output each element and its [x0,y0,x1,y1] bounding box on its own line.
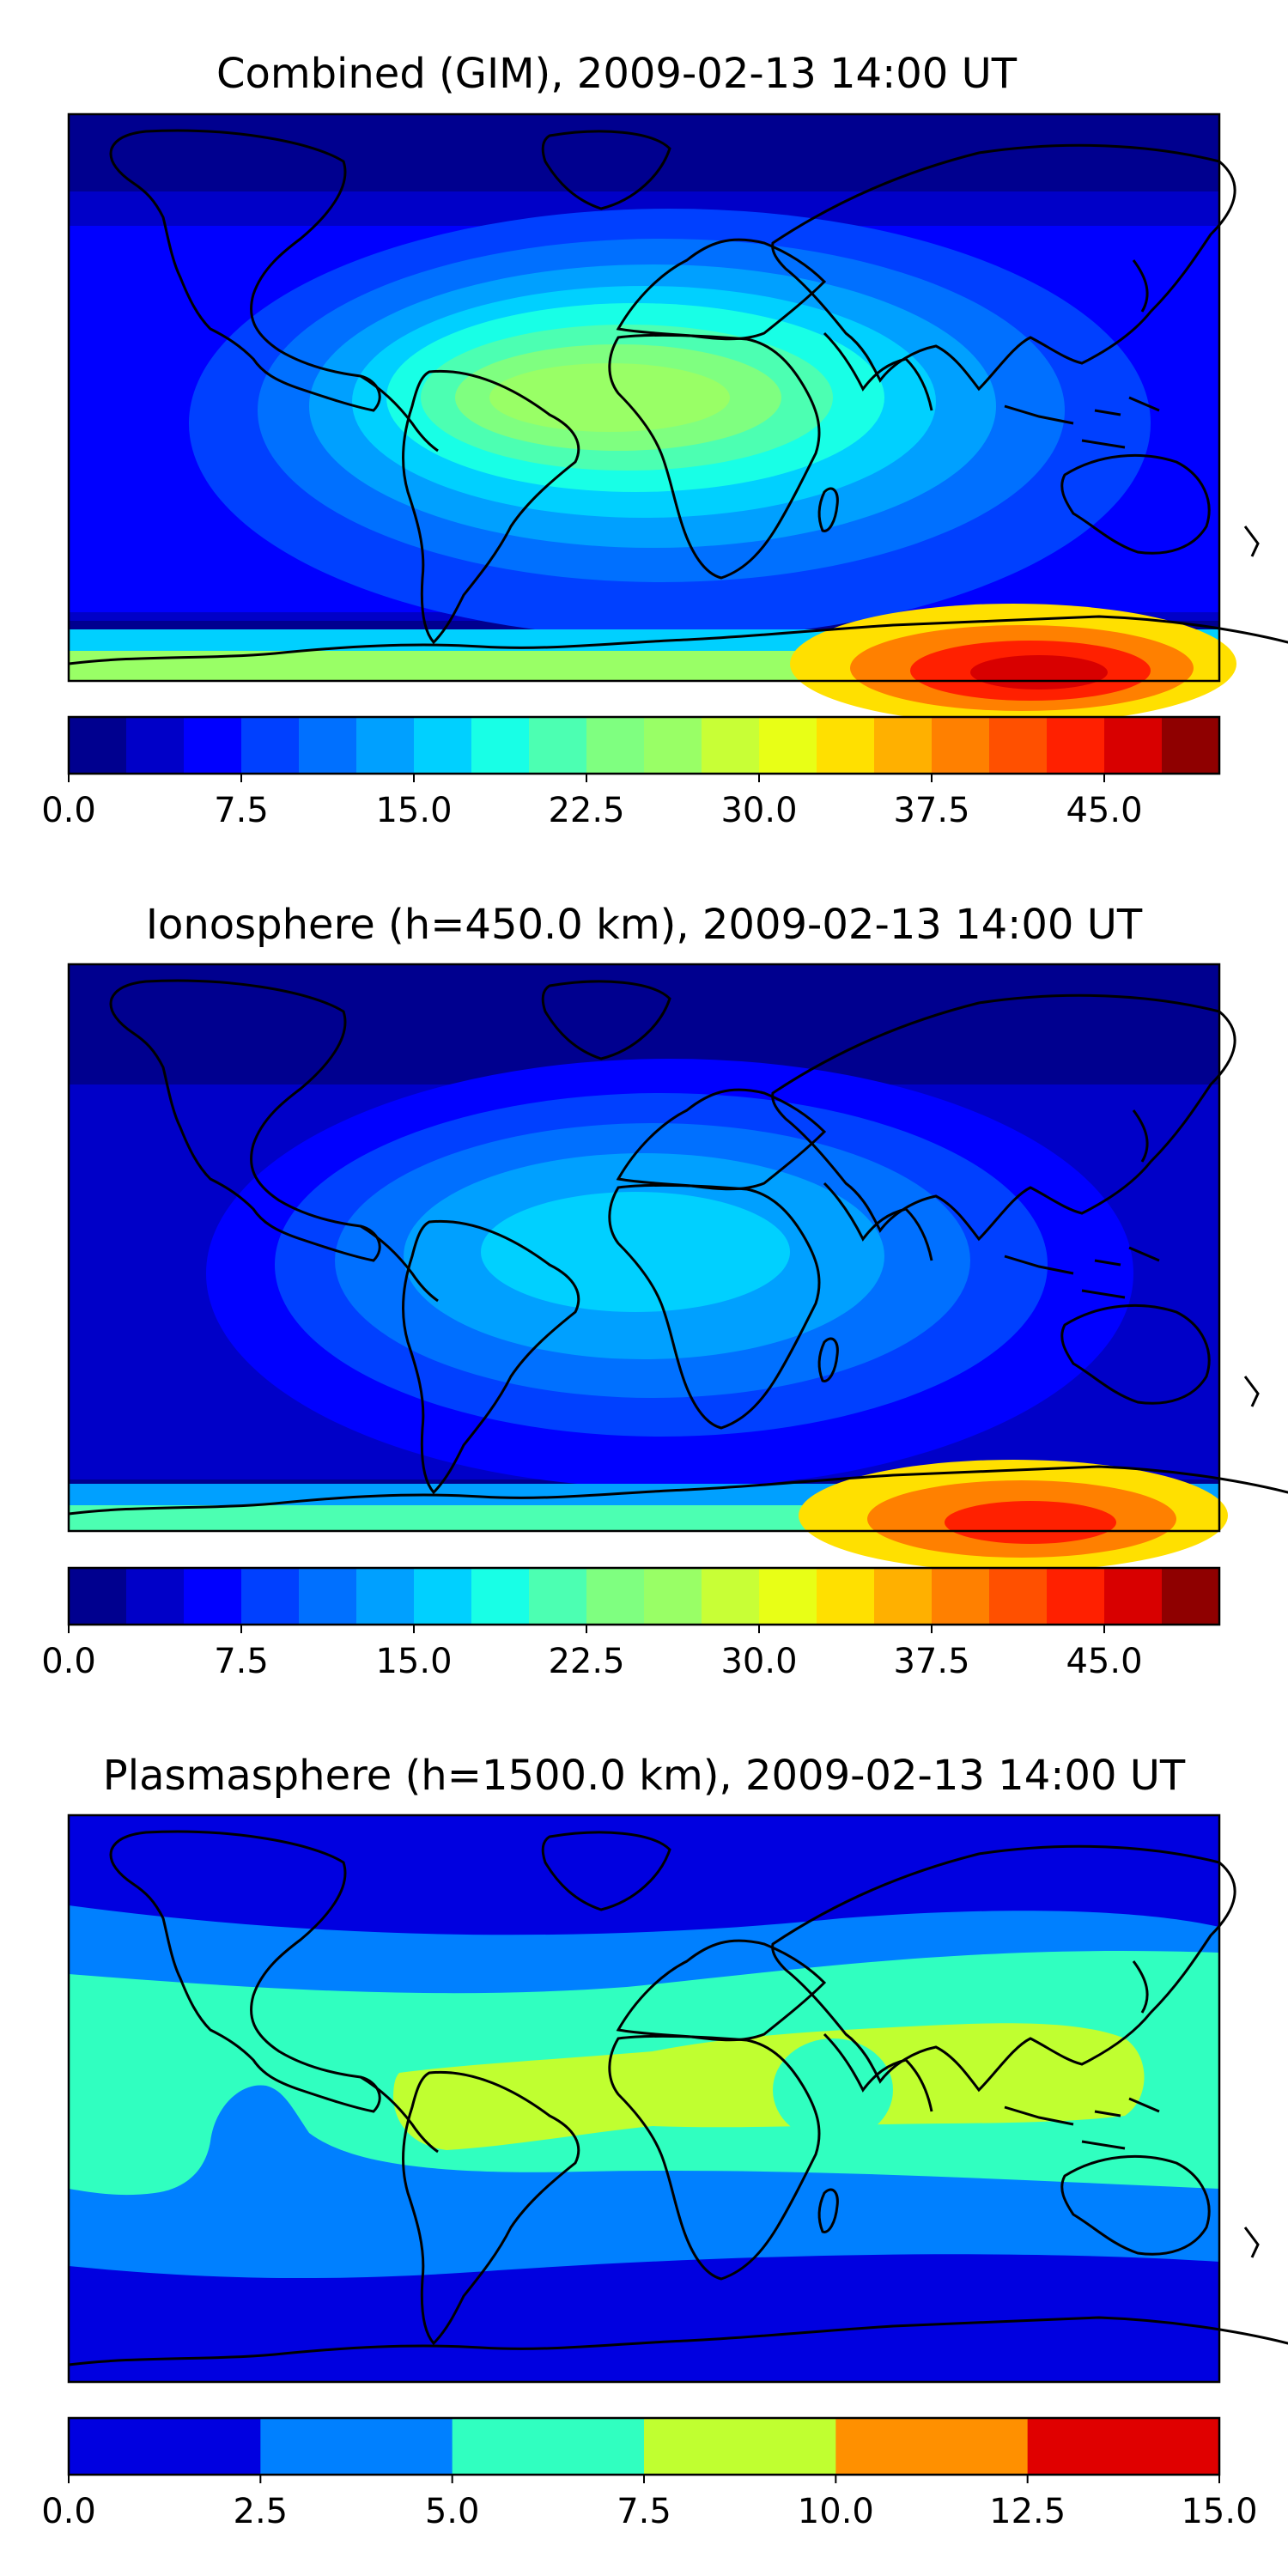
colorbar-segment [1162,1568,1220,1625]
colorbar-tick-label: 5.0 [425,2492,480,2531]
panel-combined-title: Combined (GIM), 2009-02-13 14:00 UT [216,50,1018,98]
colorbar-tick-label: 0.0 [41,791,96,830]
panel-plasmasphere-title: Plasmasphere (h=1500.0 km), 2009-02-13 1… [103,1752,1186,1800]
map-frame [67,112,1221,683]
colorbar-segment [184,1568,242,1625]
colorbar-segment [932,1568,990,1625]
colorbar-frame [67,1566,1221,1626]
colorbar-segment [644,1568,702,1625]
colorbar-segment [69,717,127,774]
colorbar-tick-label: 22.5 [548,791,624,830]
map-combined [67,112,1288,724]
colorbar-segment [126,717,185,774]
colorbar-segment [644,717,702,774]
colorbar-segment [1162,717,1220,774]
colorbar-segment [69,1568,127,1625]
colorbar-segment [299,1568,357,1625]
colorbar-segment [69,2418,261,2475]
colorbar-segment [759,717,817,774]
colorbar-segment [414,1568,472,1625]
colorbar-tick-label: 7.5 [214,1642,269,1681]
colorbar-tick-label: 45.0 [1066,791,1142,830]
colorbar-tick-label: 22.5 [548,1642,624,1681]
panel-combined: Combined (GIM), 2009-02-13 14:00 UT 0.0 7… [41,50,1288,830]
colorbar-segment [644,2418,836,2475]
colorbar-ionosphere: 0.0 7.5 15.0 22.5 30.0 37.5 45.0 [41,1566,1221,1681]
colorbar-segment [260,2418,453,2475]
map-frame [67,1814,1221,2384]
colorbar-segment [452,2418,645,2475]
colorbar-segment [126,1568,185,1625]
colorbar-tick-label: 30.0 [720,1642,797,1681]
colorbar-segment [184,717,242,774]
contour-band [481,1192,790,1312]
contour-band [970,655,1108,690]
colorbar-tick-label: 7.5 [617,2492,671,2531]
colorbar-tick-label: 7.5 [214,791,269,830]
colorbar-segment [874,1568,933,1625]
colorbar-segment [1047,717,1105,774]
colorbar-segment [1047,1568,1105,1625]
colorbar-tick-label: 12.5 [989,2492,1066,2531]
contour-band [773,2038,893,2142]
colorbar-segment [299,717,357,774]
colorbar-segment [356,1568,415,1625]
contour-band [393,2023,1145,2150]
colorbar-segment [835,2418,1029,2475]
panel-ionosphere-title: Ionosphere (h=450.0 km), 2009-02-13 14:0… [146,901,1143,949]
colorbar-segment [989,717,1048,774]
colorbar-segment [759,1568,817,1625]
colorbar-segment [1104,1568,1163,1625]
colorbar-segment [932,717,990,774]
colorbar-tick-label: 15.0 [375,1642,452,1681]
colorbar-segment [471,1568,530,1625]
colorbar-combined: 0.0 7.5 15.0 22.5 30.0 37.5 45.0 [41,715,1221,830]
colorbar-segment [702,717,760,774]
colorbar-segment [989,1568,1048,1625]
colorbar-frame [67,715,1221,775]
map-frame [67,963,1221,1533]
colorbar-tick-label: 15.0 [375,791,452,830]
colorbar-segment [471,717,530,774]
colorbar-tick-label: 0.0 [41,2492,96,2531]
colorbar-segment [586,1568,645,1625]
colorbar-segment [1027,2418,1220,2475]
colorbar-tick-label: 37.5 [893,1642,969,1681]
colorbar-plasmasphere: 0.0 2.5 5.0 7.5 10.0 12.5 15.0 [41,2416,1258,2531]
colorbar-tick-label: 2.5 [234,2492,289,2531]
map-ionosphere [67,963,1288,1571]
colorbar-tick-label: 37.5 [893,791,969,830]
colorbar-tick-label: 30.0 [720,791,797,830]
colorbar-segment [874,717,933,774]
colorbar-segment [586,717,645,774]
contour-band [945,1501,1116,1544]
panel-plasmasphere: Plasmasphere (h=1500.0 km), 2009-02-13 1… [41,1752,1288,2531]
colorbar-tick-label: 10.0 [798,2492,874,2531]
map-plasmasphere [67,1814,1288,2384]
colorbar-segment [529,1568,587,1625]
colorbar-segment [241,717,300,774]
colorbar-tick-label: 15.0 [1181,2492,1257,2531]
colorbar-segment [356,717,415,774]
colorbar-segment [529,717,587,774]
colorbar-segment [702,1568,760,1625]
colorbar-segment [817,717,875,774]
colorbar-tick-label: 45.0 [1066,1642,1142,1681]
colorbar-segment [817,1568,875,1625]
colorbar-segment [241,1568,300,1625]
colorbar-segment [1104,717,1163,774]
panel-ionosphere: Ionosphere (h=450.0 km), 2009-02-13 14:0… [41,901,1288,1681]
colorbar-tick-label: 0.0 [41,1642,96,1681]
colorbar-segment [414,717,472,774]
